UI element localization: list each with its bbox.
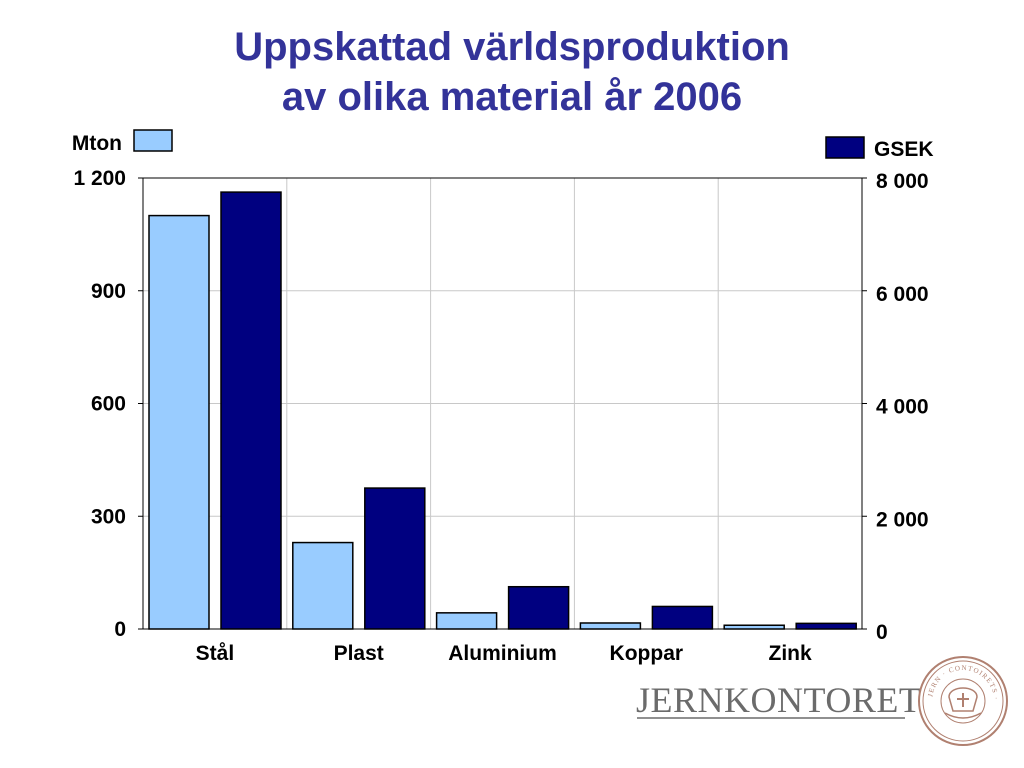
left-tick-label: 600: [91, 393, 126, 416]
legend: Mton GSEK: [72, 129, 934, 161]
right-tick-label: 6 000: [876, 283, 929, 306]
bar-gsek: [220, 191, 282, 630]
left-tick-label: 0: [114, 618, 126, 641]
bar-gsek: [795, 622, 857, 630]
legend-mton-swatch: [133, 129, 173, 152]
right-tick-label: 4 000: [876, 396, 929, 419]
category-label: Plast: [334, 642, 384, 665]
category-label: Zink: [769, 642, 812, 665]
chart-title-line1: Uppskattad världsproduktion: [234, 25, 790, 69]
category-label: Aluminium: [448, 642, 557, 665]
legend-mton-label: Mton: [72, 132, 122, 155]
left-tick-label: 1 200: [73, 167, 126, 190]
chart-title: Uppskattad världsproduktion av olika mat…: [0, 22, 1024, 122]
bar-gsek: [507, 585, 570, 630]
legend-gsek-swatch: [825, 136, 865, 159]
right-tick-label: 0: [876, 621, 888, 644]
category-label: Koppar: [610, 642, 684, 665]
bar-mton: [723, 624, 785, 630]
bar-gsek: [364, 487, 426, 630]
bar-gsek: [651, 605, 714, 630]
jernkontoret-logo: JERNKONTORET JERN · CONTOIRETS · SIGILL: [636, 656, 1008, 746]
legend-gsek-label: GSEK: [874, 138, 934, 161]
chart-title-line2: av olika material år 2006: [281, 75, 743, 119]
right-tick-label: 8 000: [876, 170, 929, 193]
bars: [148, 191, 857, 630]
bar-mton: [435, 612, 498, 630]
logo-wordmark: JERNKONTORET: [636, 680, 921, 720]
category-label: Stål: [196, 642, 235, 665]
seal-icon: JERN · CONTOIRETS · SIGILL: [918, 656, 1008, 746]
bar-mton: [148, 214, 210, 630]
left-tick-label: 300: [91, 505, 126, 528]
bar-mton: [579, 622, 642, 630]
left-tick-label: 900: [91, 280, 126, 303]
bar-mton: [292, 541, 354, 630]
right-tick-label: 2 000: [876, 508, 929, 531]
axes: 0 300 600 900 1 200 0 2 000 4 000 6 000 8 000 Stål…: [73, 167, 928, 665]
